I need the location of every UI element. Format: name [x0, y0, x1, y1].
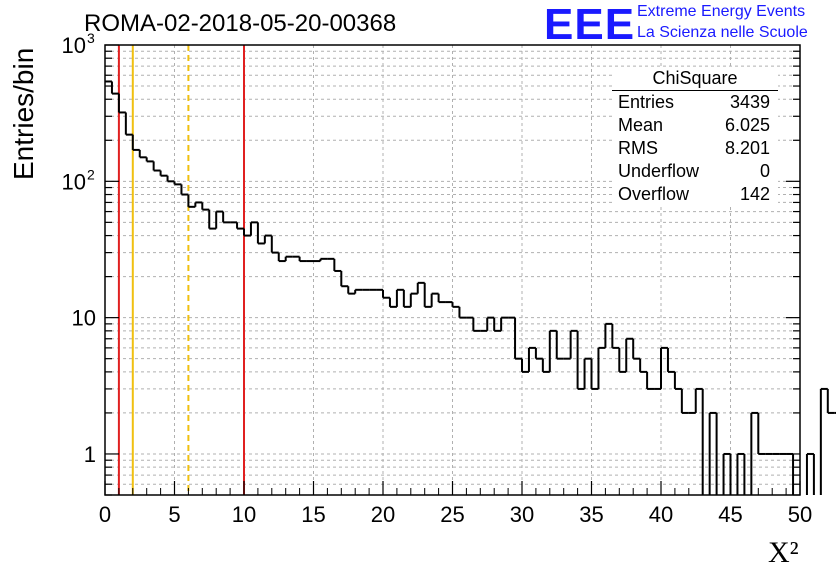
stats-label: Underflow	[618, 161, 700, 181]
x-tick-label: 35	[579, 502, 603, 527]
y-axis-label: Entries/bin	[8, 47, 39, 180]
x-tick-label: 25	[440, 502, 464, 527]
x-tick-label: 10	[232, 502, 256, 527]
stats-label: Entries	[618, 92, 675, 112]
histogram	[105, 80, 836, 495]
x-tick-label: 45	[718, 502, 742, 527]
stats-value: 0	[759, 161, 770, 181]
x-tick-label: 20	[371, 502, 395, 527]
stats-label: RMS	[618, 138, 658, 158]
y-tick-label: 10	[72, 306, 96, 331]
stats-box: ChiSquare Entries 3439 Mean 6.025 RMS 8.201…	[612, 68, 778, 206]
x-tick-label: 30	[510, 502, 534, 527]
y-tick-exponent: 3	[87, 30, 95, 46]
y-tick-exponent: 2	[87, 166, 95, 182]
threshold-lines	[117, 45, 245, 495]
x-tick-label: 0	[99, 502, 111, 527]
run-title: ROMA-02-2018-05-20-00368	[84, 10, 397, 37]
stats-title: ChiSquare	[612, 68, 778, 91]
stats-row: Entries 3439	[612, 91, 778, 114]
x-tick-label: 15	[301, 502, 325, 527]
stats-value: 6.025	[724, 115, 770, 135]
stats-value: 142	[739, 184, 770, 204]
grid	[105, 45, 800, 495]
stats-value: 3439	[729, 92, 770, 112]
stats-value: 8.201	[724, 138, 770, 158]
logo-line-2: La Scienza nelle Scuole	[637, 24, 808, 41]
stats-row: Overflow 142	[612, 183, 778, 206]
x-tick-label: 50	[788, 502, 812, 527]
y-tick-label: 1	[84, 442, 96, 467]
logo-line-1: Extreme Energy Events	[637, 3, 806, 20]
eee-logo: EEE	[544, 0, 636, 49]
y-tick-label: 10	[62, 169, 86, 194]
x-tick-label: 5	[168, 502, 180, 527]
stats-row: Underflow 0	[612, 160, 778, 183]
stats-label: Overflow	[618, 184, 690, 204]
x-tick-label: 40	[649, 502, 673, 527]
axis-ticks	[104, 44, 801, 496]
stats-row: RMS 8.201	[612, 137, 778, 160]
stats-row: Mean 6.025	[612, 114, 778, 137]
y-tick-label: 10	[62, 33, 86, 58]
stats-label: Mean	[618, 115, 664, 135]
x-axis-label: X²	[768, 536, 799, 569]
